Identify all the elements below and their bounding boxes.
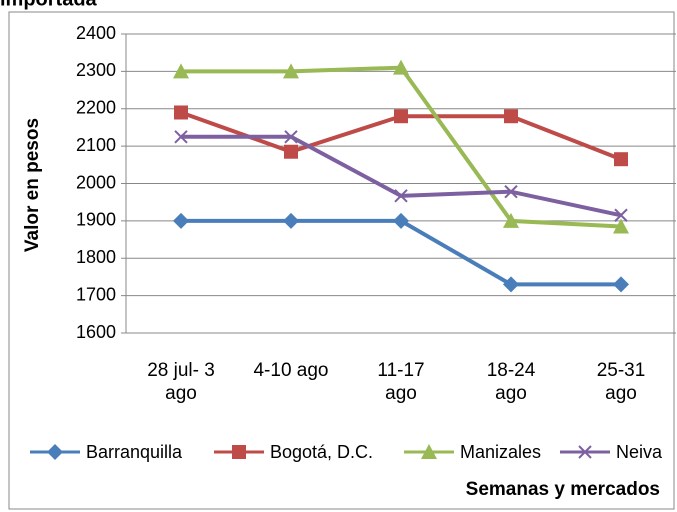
legend-label: Neiva [616, 442, 663, 462]
marker [284, 144, 298, 159]
marker [394, 189, 408, 203]
marker [174, 105, 188, 120]
chart-title: importada [0, 0, 98, 10]
chart-frame [8, 11, 675, 510]
marker [283, 212, 299, 229]
y-tick-label: 2000 [76, 172, 116, 192]
marker [173, 63, 189, 79]
marker [394, 109, 408, 124]
y-axis-title: Valor en pesos [22, 118, 43, 252]
legend-label: Bogotá, D.C. [270, 442, 373, 462]
marker [503, 212, 519, 228]
marker [504, 109, 518, 124]
y-tick-label: 1700 [76, 284, 116, 304]
marker [393, 59, 409, 75]
marker [504, 185, 518, 199]
series-line [181, 134, 622, 218]
legend-label: Barranquilla [86, 442, 183, 462]
x-tick-label: 28 jul- 3 ago [147, 360, 215, 404]
marker [578, 445, 592, 459]
y-tick-label: 1800 [76, 247, 116, 267]
x-tick-label: 18-24 ago [486, 360, 536, 404]
legend-label: Manizales [460, 442, 541, 462]
x-axis-title: Semanas y mercados [466, 479, 660, 500]
x-tick-label: 4-10 ago [253, 360, 329, 381]
y-tick-label: 2400 [76, 23, 116, 43]
y-tick-label: 1600 [76, 322, 116, 342]
marker [393, 212, 409, 229]
x-tick-label: 11-17 ago [377, 360, 425, 404]
marker [283, 63, 299, 79]
marker [421, 444, 437, 459]
marker [613, 218, 629, 234]
y-tick-label: 1900 [76, 210, 116, 230]
y-tick-label: 2300 [76, 60, 116, 80]
y-tick-label: 2100 [76, 135, 116, 155]
series-line [181, 218, 621, 287]
marker [173, 212, 189, 229]
y-tick-label: 2200 [76, 98, 116, 118]
marker [174, 130, 188, 144]
marker [232, 445, 246, 459]
marker [614, 152, 628, 167]
marker [613, 276, 629, 293]
marker [47, 444, 63, 460]
x-tick-label: 25-31 ago [596, 360, 646, 404]
marker [503, 276, 519, 293]
marker [614, 208, 628, 222]
marker [284, 130, 298, 144]
